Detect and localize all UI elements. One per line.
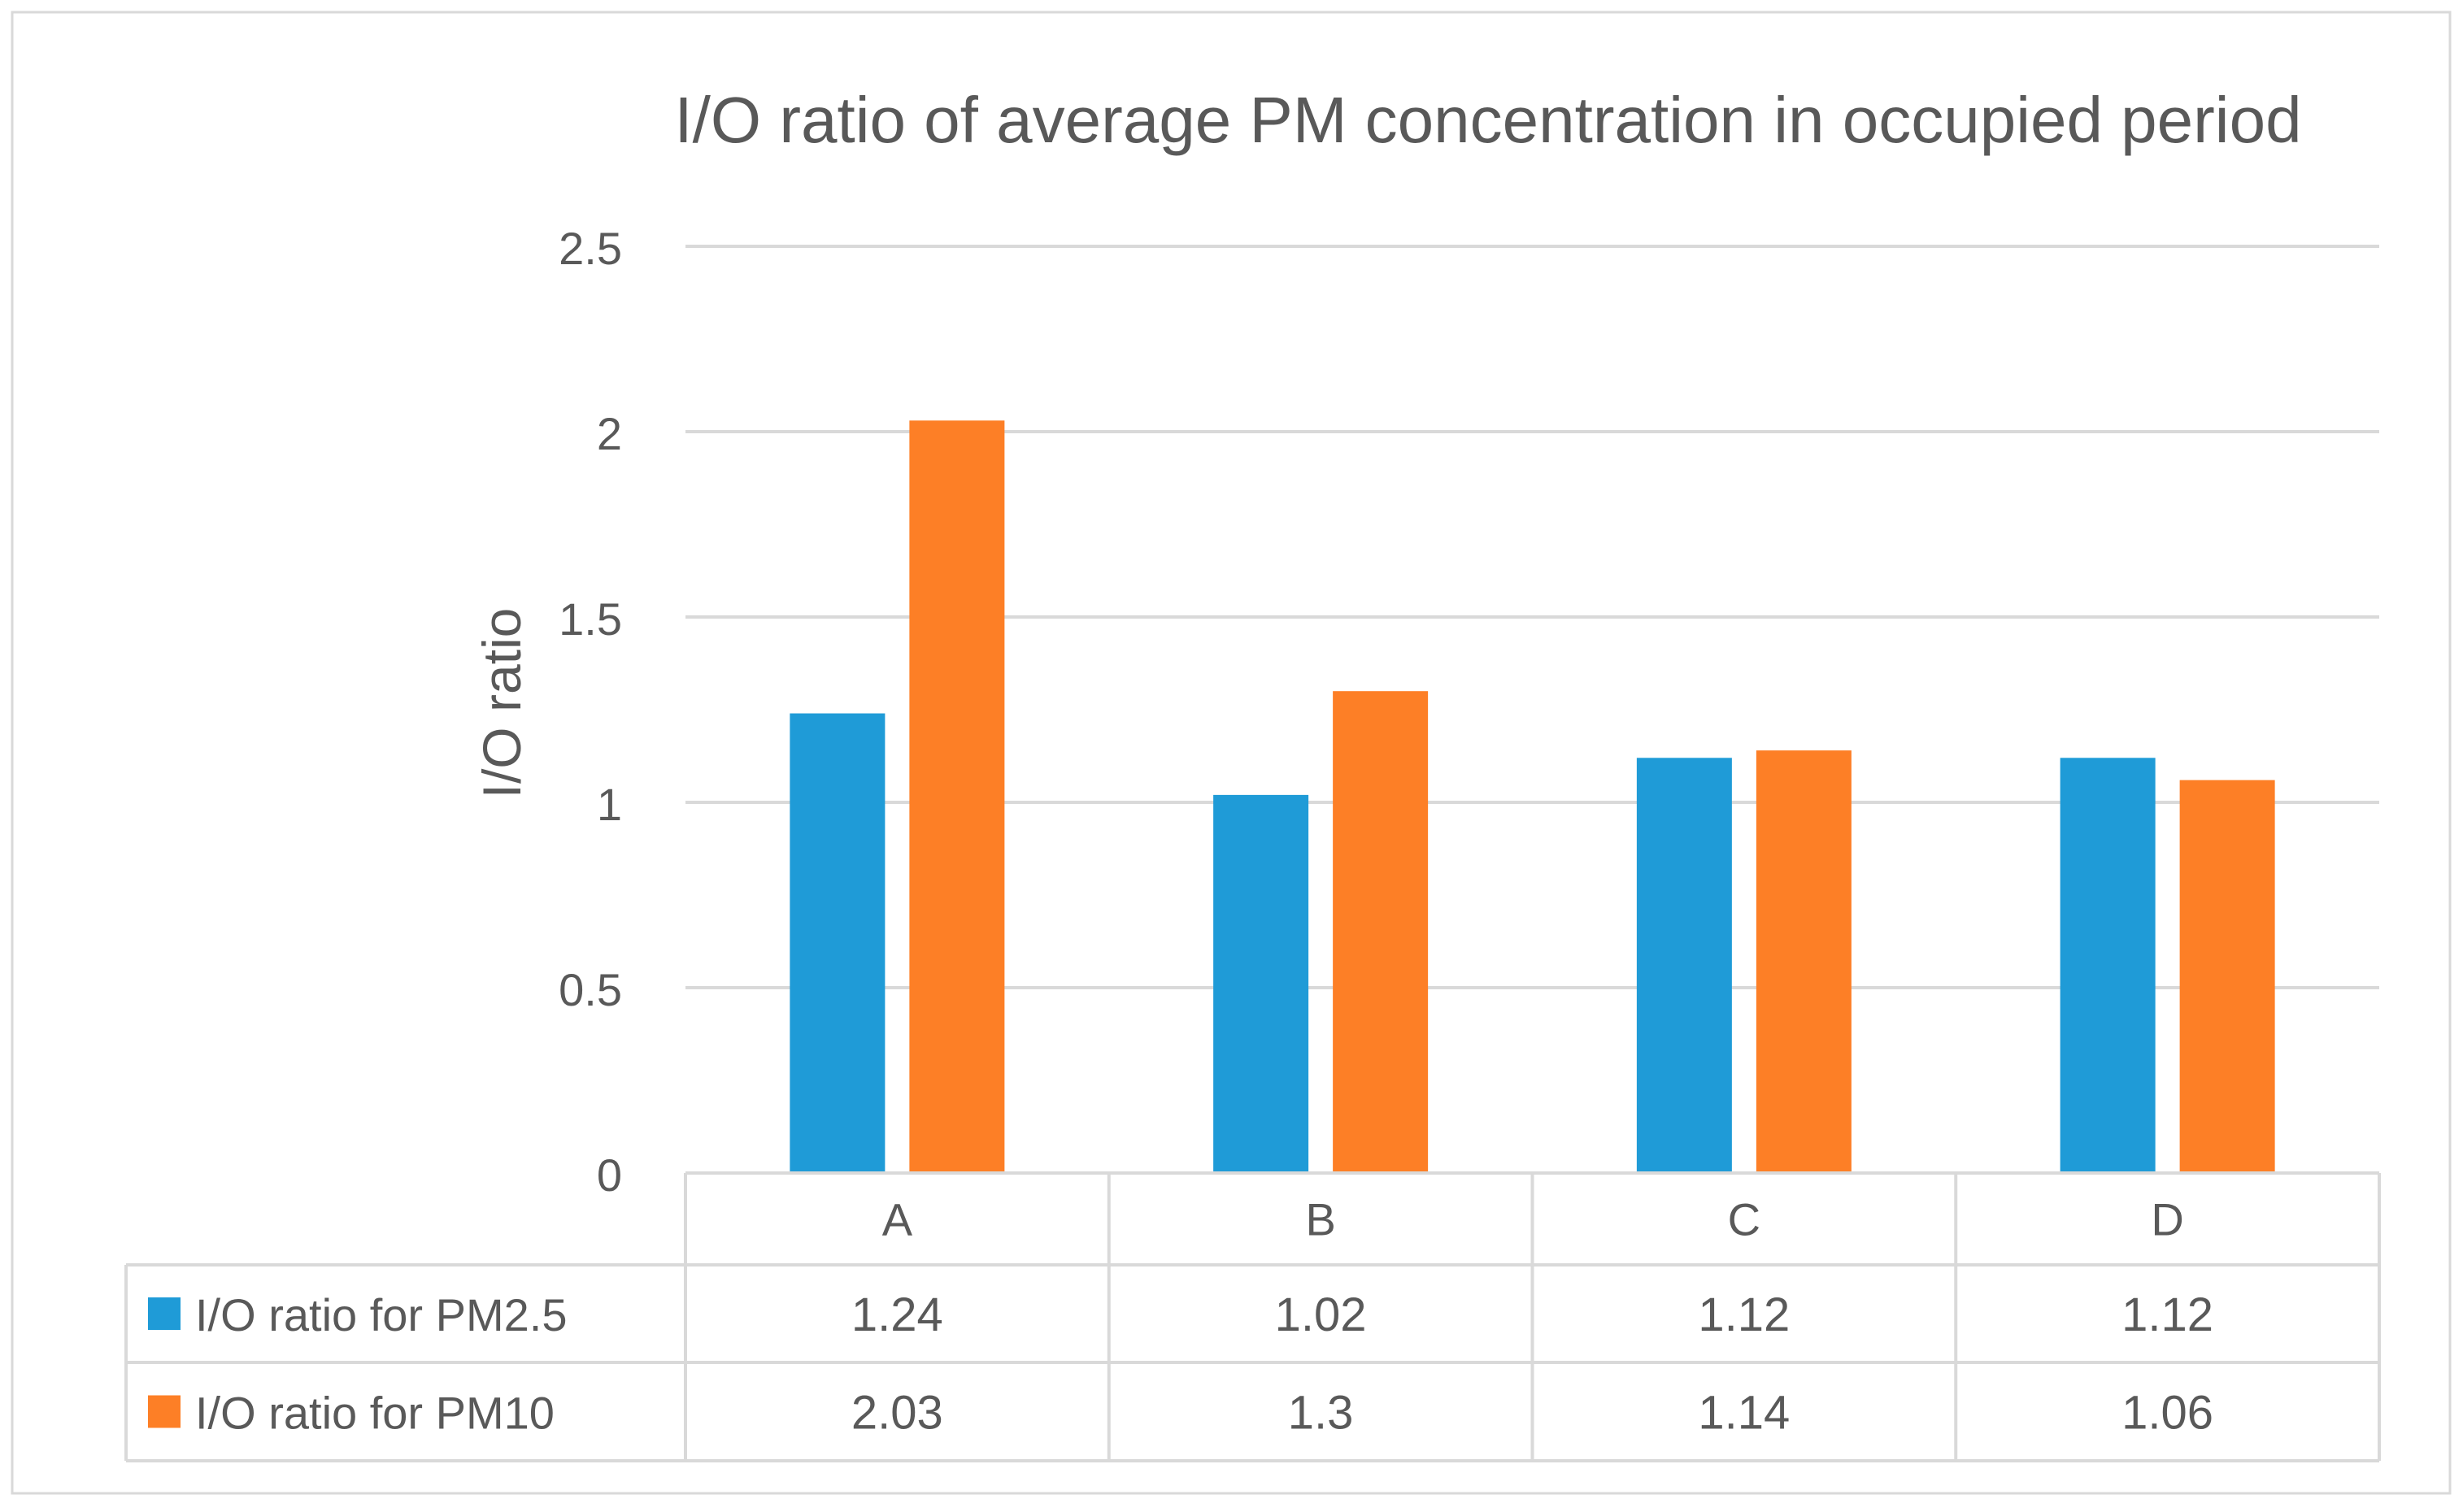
data-label: 1.06 [2121,1387,2213,1440]
x-tick-label: A [882,1194,913,1245]
bar-pm2-5-c [1636,758,1732,1173]
data-label: 2.03 [851,1387,943,1440]
y-tick-label: 1 [597,779,622,830]
x-tick-label: D [2151,1194,2183,1245]
legend-label: I/O ratio for PM10 [195,1388,555,1439]
data-label: 1.12 [1698,1288,1790,1341]
legend-key-pm10 [148,1395,181,1428]
y-tick-label: 0 [597,1149,622,1201]
bar-pm2-5-b [1213,794,1309,1173]
x-tick-label: C [1728,1194,1760,1245]
data-label: 1.3 [1288,1387,1354,1440]
data-label: 1.12 [2121,1288,2213,1341]
bar-pm2-5-d [2060,758,2156,1173]
data-label: 1.14 [1698,1387,1790,1440]
y-tick-label: 0.5 [559,964,622,1015]
chart-title: I/O ratio of average PM concentration in… [674,84,2301,156]
data-table: A B C D I/O ratio for PM2.5 1.24 1.02 1.12 1.12 I… [124,1171,2381,1462]
bar-pm10-b [1333,691,1429,1173]
y-axis-label: I/O ratio [472,608,532,799]
bar-pm10-a [909,420,1005,1173]
bars [790,420,2275,1173]
legend-label: I/O ratio for PM2.5 [195,1289,568,1340]
y-tick-label: 1.5 [559,593,622,645]
data-label: 1.24 [851,1288,943,1341]
bar-pm10-c [1756,750,1852,1173]
data-label: 1.02 [1275,1288,1367,1341]
y-tick-labels: 0 0.5 1 1.5 2 2.5 [559,223,622,1201]
y-tick-label: 2 [597,408,622,459]
x-tick-label: B [1305,1194,1335,1245]
bar-pm2-5-a [790,713,886,1173]
chart-border [11,11,2452,1495]
bar-pm10-d [2179,780,2275,1173]
legend-key-pm2-5 [148,1297,181,1330]
y-tick-label: 2.5 [559,223,622,274]
